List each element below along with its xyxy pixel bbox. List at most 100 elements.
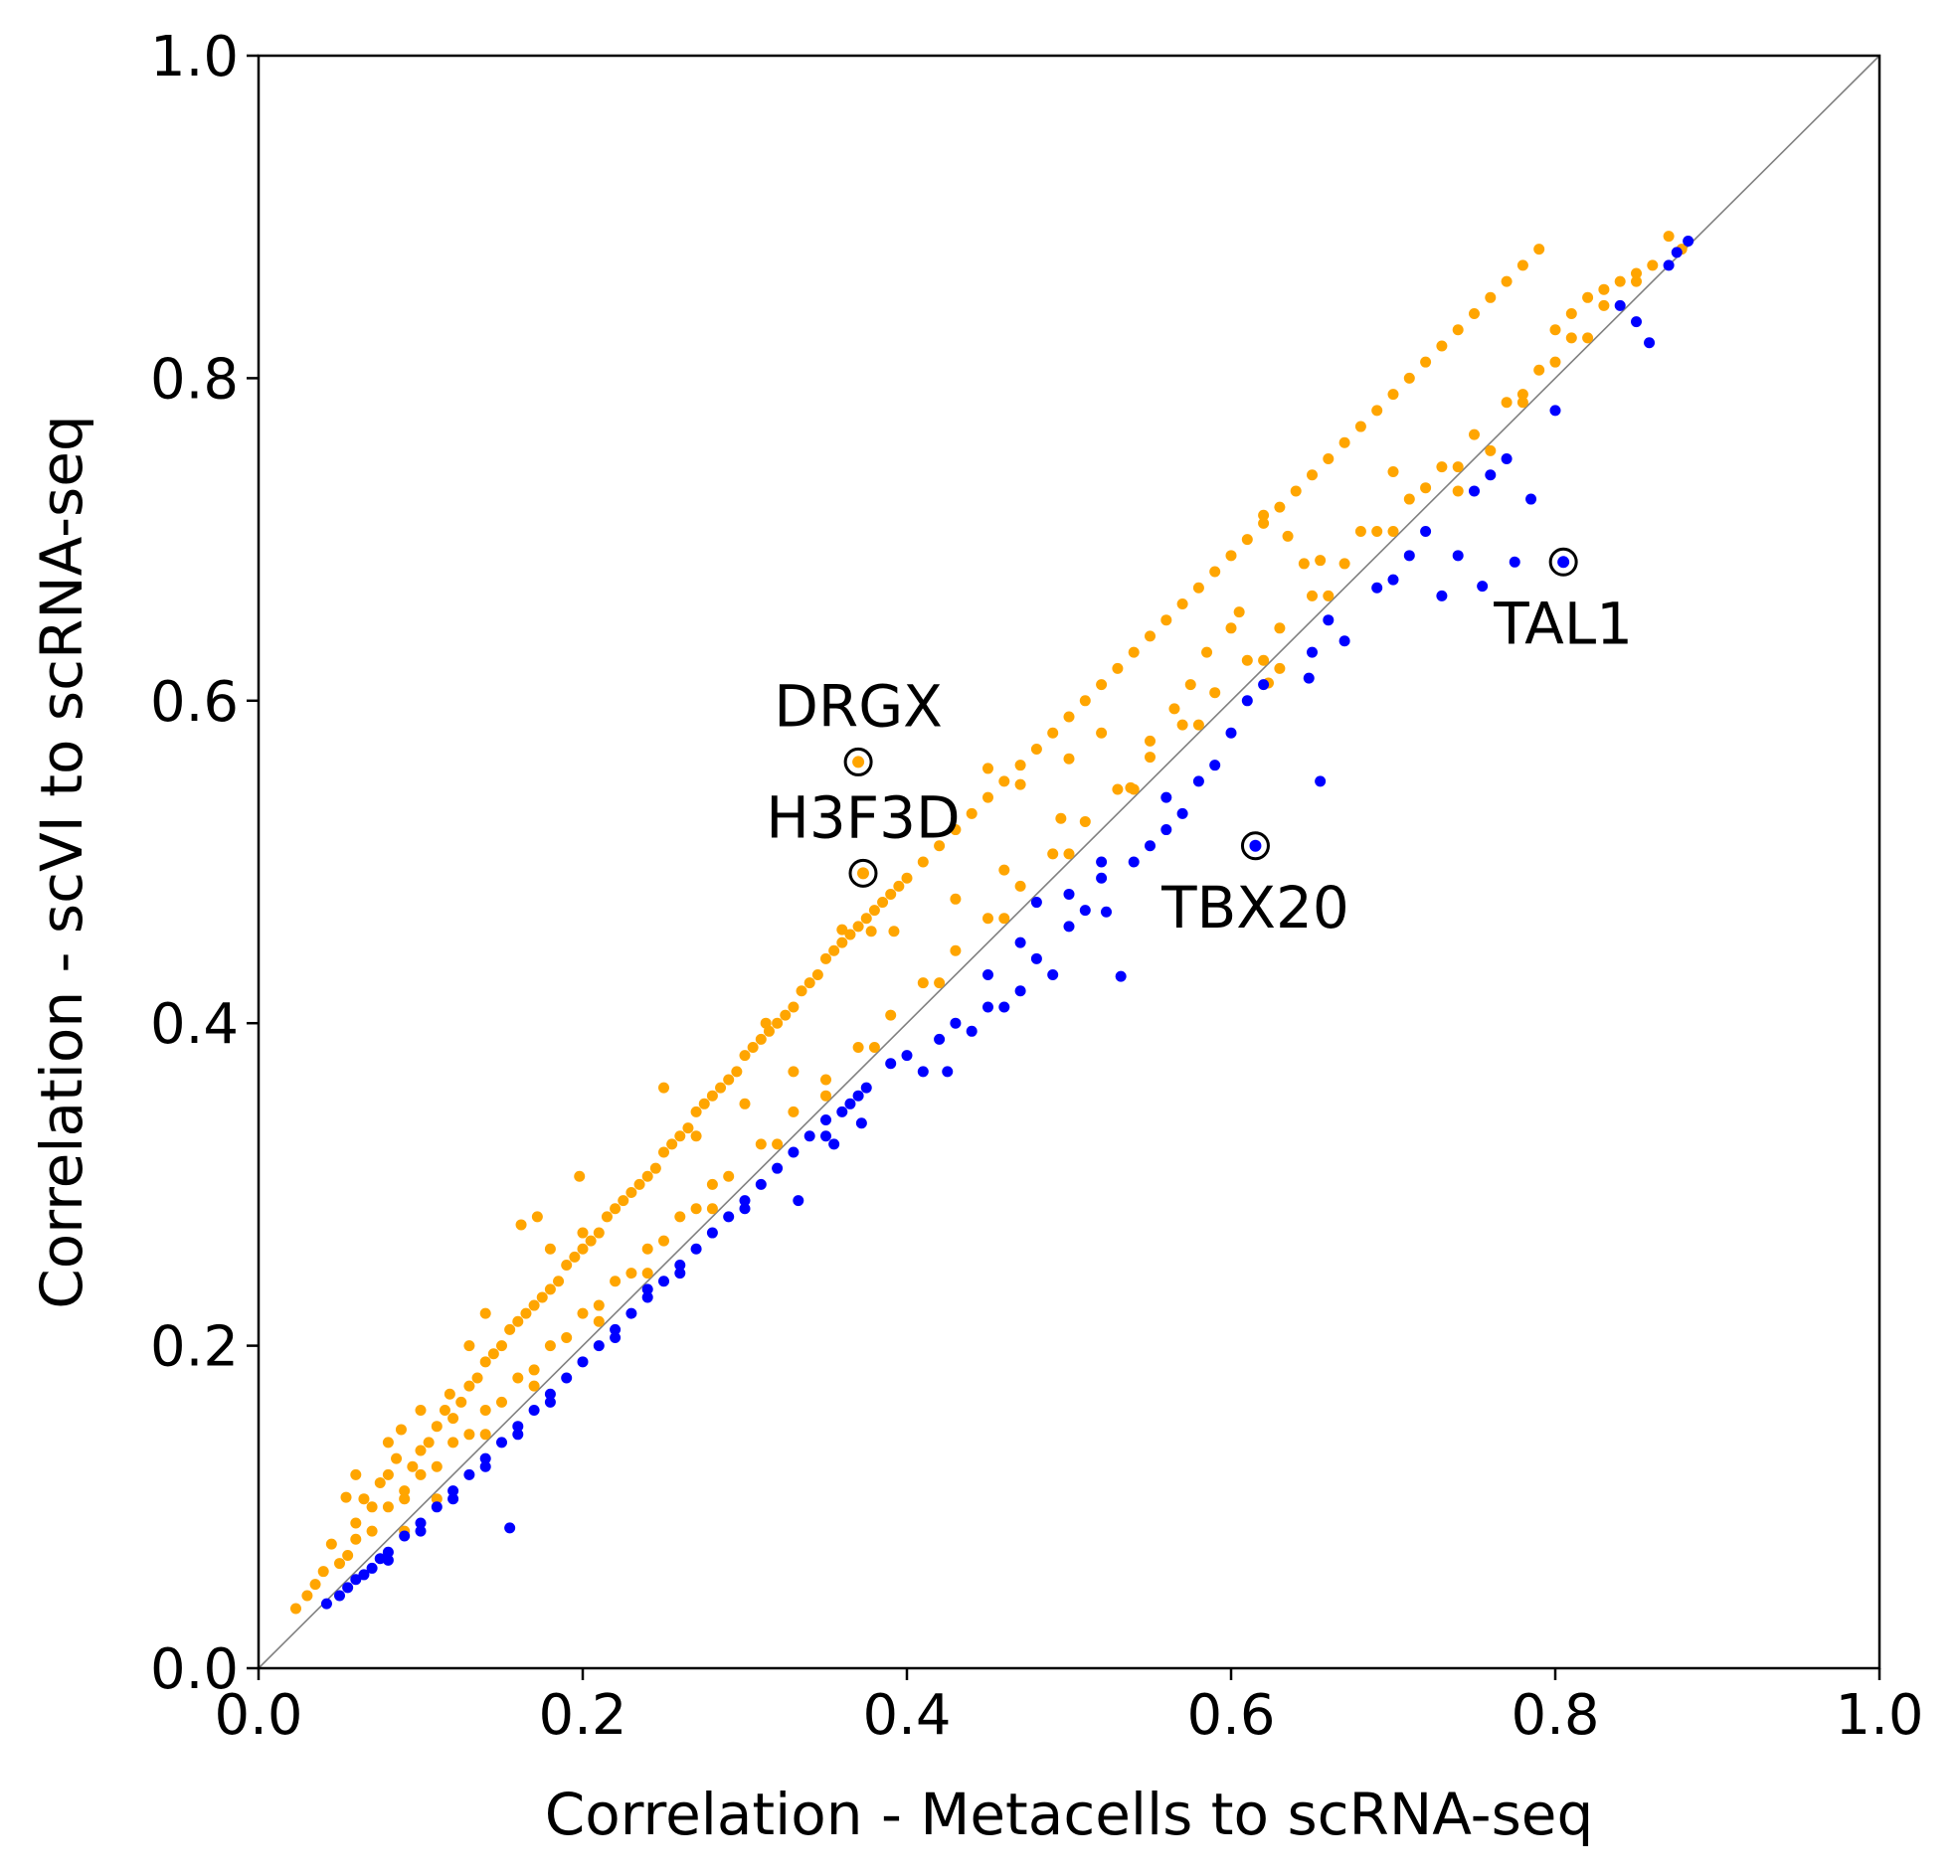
data-point [444,1388,455,1400]
data-point [1047,727,1059,739]
data-point [1663,259,1675,271]
data-point [1525,493,1537,505]
data-point [674,1268,686,1279]
data-point [504,1522,516,1534]
data-point [1192,719,1204,731]
data-point [610,1276,622,1287]
data-point [1354,525,1366,537]
data-point [820,1114,831,1126]
data-point [1298,558,1310,570]
data-point [950,1017,962,1029]
x-tick-label: 0.0 [214,1683,302,1748]
data-point [1436,340,1448,352]
data-point [544,1388,556,1400]
data-point [893,880,905,892]
data-point [1501,275,1513,287]
data-point [1176,597,1188,609]
data-point [1452,461,1464,473]
data-point [289,1603,301,1615]
data-point [1112,662,1124,674]
data-point [1014,985,1026,997]
data-point [877,897,889,909]
data-point [1469,308,1480,320]
data-point [512,1421,524,1433]
reference-line-layer [258,55,1880,1669]
annotation-ring [843,747,873,776]
data-point [479,1429,491,1441]
annotation-label: DRGX [774,672,943,740]
data-point [760,1017,772,1029]
data-point [1323,590,1335,601]
data-point [1452,324,1464,336]
data-point [1079,695,1091,707]
data-point [1671,247,1683,258]
data-point [531,1211,543,1223]
data-point [1063,711,1075,723]
data-point [1233,606,1245,618]
data-point [820,1074,831,1086]
data-point [1209,566,1221,578]
data-point [1145,630,1156,642]
data-point [723,1074,735,1086]
data-point [1387,465,1399,477]
data-point [1014,880,1026,892]
data-point [463,1380,475,1392]
y-tick-label: 0.8 [150,347,239,412]
data-point [1683,236,1694,248]
data-point [1258,509,1270,521]
data-point [569,1251,581,1263]
data-point [747,1042,759,1054]
data-point [1338,635,1350,647]
data-point [415,1525,427,1537]
data-point [1647,259,1659,271]
data-point [934,840,946,852]
data-point [633,1178,645,1190]
data-point [1452,485,1464,497]
data-point [447,1493,459,1505]
data-point [544,1340,556,1352]
data-point [601,1211,613,1223]
data-point [358,1569,370,1581]
data-point [447,1485,459,1497]
data-point [515,1219,527,1231]
data-point [796,985,807,997]
data-point [301,1590,313,1602]
data-point [1030,743,1042,755]
data-point [1176,719,1188,731]
data-point [1192,582,1204,594]
data-point [1241,654,1253,666]
data-point [350,1517,362,1529]
data-point [577,1227,589,1239]
y-tick-label: 0.2 [150,1315,239,1380]
data-point [358,1493,370,1505]
data-point [577,1307,589,1319]
data-point [982,969,993,981]
data-point [1582,291,1594,303]
data-point [836,937,848,948]
data-point [374,1553,386,1565]
data-point [852,1042,864,1054]
data-point [1014,778,1026,790]
data-point [342,1549,354,1561]
data-point [1307,646,1318,658]
data-point [1307,590,1318,601]
data-point [982,763,993,774]
data-point [666,1138,678,1150]
data-point [382,1468,394,1480]
data-point [739,1203,751,1215]
data-point [350,1574,362,1586]
data-point [528,1299,540,1311]
data-point [455,1396,467,1408]
data-point [698,1098,710,1109]
data-point [715,1082,727,1094]
data-point [1096,872,1108,884]
data-point [399,1493,411,1505]
data-point [885,1009,897,1021]
data-point [395,1424,407,1436]
data-point [690,1243,702,1255]
data-point [1323,614,1335,626]
data-point [431,1501,443,1513]
data-point [415,1517,427,1529]
data-point [1644,337,1656,349]
